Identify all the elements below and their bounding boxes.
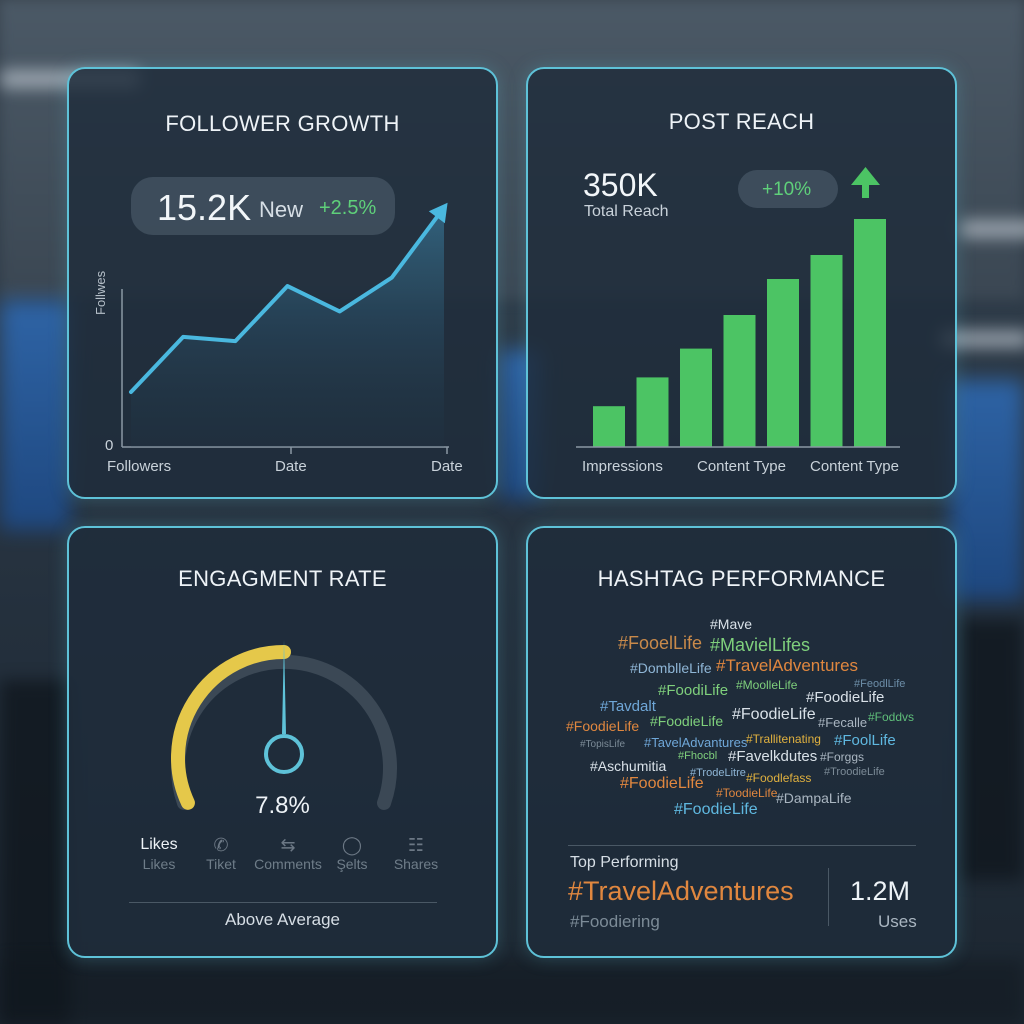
reach-change-pill: +10% <box>738 170 838 208</box>
tiket-sub: Tiket <box>206 856 236 872</box>
phone-icon: ✆ <box>213 835 229 855</box>
hashtag-cloud-item[interactable]: #Fecalle <box>818 715 868 730</box>
reach-bar <box>854 219 886 447</box>
total-reach-label: Total Reach <box>584 203 669 220</box>
card-title: POST REACH <box>668 109 815 134</box>
selts-sub: Şelts <box>336 856 368 872</box>
hashtag-cloud-item[interactable]: #DomblleLife <box>630 660 712 676</box>
reach-change: +10% <box>762 179 812 200</box>
second-hashtag[interactable]: #Foodiering <box>570 912 660 931</box>
hashtag-cloud-item[interactable]: #DampaLife <box>776 790 852 806</box>
hashtag-cloud-item[interactable]: #FeodlLife <box>854 678 906 690</box>
hashtag-cloud-item[interactable]: #Aschumitia <box>590 758 667 774</box>
gauge-needle <box>282 640 286 734</box>
hashtag-cloud-item[interactable]: #Favelkdutes <box>728 748 818 765</box>
x-axis-label-3: Content Type <box>810 458 899 475</box>
engagement-footer: Above Average <box>225 910 340 929</box>
gauge-hub <box>264 734 304 774</box>
gauge-fill <box>171 645 291 810</box>
legend-shares[interactable]: ☷ Shares <box>381 834 451 872</box>
likes-sub: Likes <box>142 856 176 872</box>
engagement-value: 7.8% <box>255 792 310 819</box>
hashtag-cloud-item[interactable]: #FoodiLife <box>658 682 729 699</box>
hashtag-cloud-item[interactable]: #FoodieLife <box>650 713 724 729</box>
hashtag-cloud-item[interactable]: #FoolLife <box>834 732 896 749</box>
reach-bar <box>767 279 799 447</box>
shield-icon: ◯ <box>341 835 363 855</box>
post-reach-bar-chart <box>576 167 900 448</box>
follower-series-line <box>129 205 446 395</box>
shares-icon: ☷ <box>407 835 425 855</box>
post-reach-card[interactable]: POST REACH 350K Total Reach +10% Impress… <box>526 67 957 499</box>
x-axis-label-1: Impressions <box>582 458 663 475</box>
hashtag-cloud-item[interactable]: #MavielLifes <box>710 635 811 655</box>
divider <box>568 845 916 846</box>
hashtag-cloud-item[interactable]: #ToodieLife <box>716 786 778 800</box>
engagement-gauge <box>171 640 397 810</box>
hashtag-cloud-item[interactable]: #FoodieLife <box>732 706 816 723</box>
hashtag-cloud-item[interactable]: #TravelAdventures <box>716 656 859 675</box>
hashtag-cloud-item[interactable]: #MoolleLife <box>736 678 798 692</box>
reach-bar <box>680 348 712 447</box>
top-hashtag-count: 1.2M <box>850 876 911 906</box>
hashtag-cloud-item[interactable]: #TopisLife <box>580 739 626 750</box>
vertical-divider <box>828 868 829 926</box>
follower-change: +2.5% <box>319 197 377 219</box>
follower-line-chart <box>121 202 449 454</box>
shares-sub: Shares <box>393 856 439 872</box>
reach-bar <box>723 315 756 447</box>
hashtag-cloud-item[interactable]: #FoodieLife <box>620 775 704 792</box>
y-axis-zero: 0 <box>105 437 114 454</box>
hashtag-cloud-item[interactable]: #FooelLife <box>618 633 703 653</box>
reach-bar <box>636 377 669 447</box>
engagement-rate-card[interactable]: ENGAGMENT RATE 7.8% Likes Likes ✆ Tiket … <box>67 526 498 958</box>
hashtag-cloud-item[interactable]: #Mave <box>710 616 753 632</box>
hashtag-cloud-item[interactable]: #TroodieLife <box>824 766 885 778</box>
likes-label: Likes <box>140 836 178 853</box>
x-axis-label-2: Date <box>275 458 307 475</box>
reach-bar <box>593 406 625 447</box>
legend-likes[interactable]: Likes Likes <box>124 834 194 872</box>
top-hashtag-count-label: Uses <box>878 912 917 931</box>
follower-area-fill <box>131 207 444 447</box>
legend-selts[interactable]: ◯ Şelts <box>317 834 387 872</box>
divider <box>129 902 437 903</box>
follower-summary-pill: 15.2K New +2.5% <box>131 177 395 235</box>
hashtag-cloud-item[interactable]: #Trallitenating <box>746 732 821 746</box>
top-hashtag[interactable]: #TravelAdventures <box>568 876 794 906</box>
reach-bar <box>810 255 843 447</box>
legend-comments[interactable]: ⇆ Comments <box>252 834 324 872</box>
hashtag-cloud-item[interactable]: #Forggs <box>820 750 865 764</box>
card-title: FOLLOWER GROWTH <box>165 111 400 136</box>
top-performing-label: Top Performing <box>570 854 679 871</box>
legend-tiket[interactable]: ✆ Tiket <box>186 834 256 872</box>
total-reach-value: 350K <box>583 167 658 203</box>
card-title: ENGAGMENT RATE <box>178 566 387 591</box>
hashtag-cloud-item[interactable]: #FoodieLife <box>806 689 885 706</box>
hashtag-cloud-item[interactable]: #TrodeLitre <box>690 767 746 779</box>
x-axis-label-3: Date <box>431 458 463 475</box>
hashtag-cloud-item[interactable]: #Tavdalt <box>600 698 656 715</box>
x-axis-label-2: Content Type <box>697 458 786 475</box>
follower-count: 15.2K <box>157 187 252 228</box>
follower-count-label: New <box>259 197 304 222</box>
hashtag-cloud-item[interactable]: #FoodieLife <box>566 718 640 734</box>
hashtag-cloud-item[interactable]: #Foddvs <box>868 710 915 724</box>
hashtag-cloud-item[interactable]: #FoodieLife <box>674 801 758 818</box>
hashtag-cloud-item[interactable]: #Foodlefass <box>746 771 812 785</box>
hashtag-cloud-item[interactable]: #TavelAdvantures <box>644 735 748 750</box>
x-axis-label-1: Followers <box>107 458 172 475</box>
follower-growth-card[interactable]: FOLLOWER GROWTH 15.2K New +2.5% Follwes … <box>67 67 498 499</box>
comments-sub: Comments <box>254 856 322 872</box>
card-title: HASHTAG PERFORMANCE <box>597 566 886 591</box>
trend-arrowhead <box>428 202 448 224</box>
comments-icon: ⇆ <box>280 835 296 855</box>
hashtag-performance-card[interactable]: HASHTAG PERFORMANCE #Mave #FooelLife #Ma… <box>526 526 957 958</box>
hashtag-cloud-item[interactable]: #Fhocbl <box>678 750 718 762</box>
up-arrow-icon <box>851 167 880 198</box>
